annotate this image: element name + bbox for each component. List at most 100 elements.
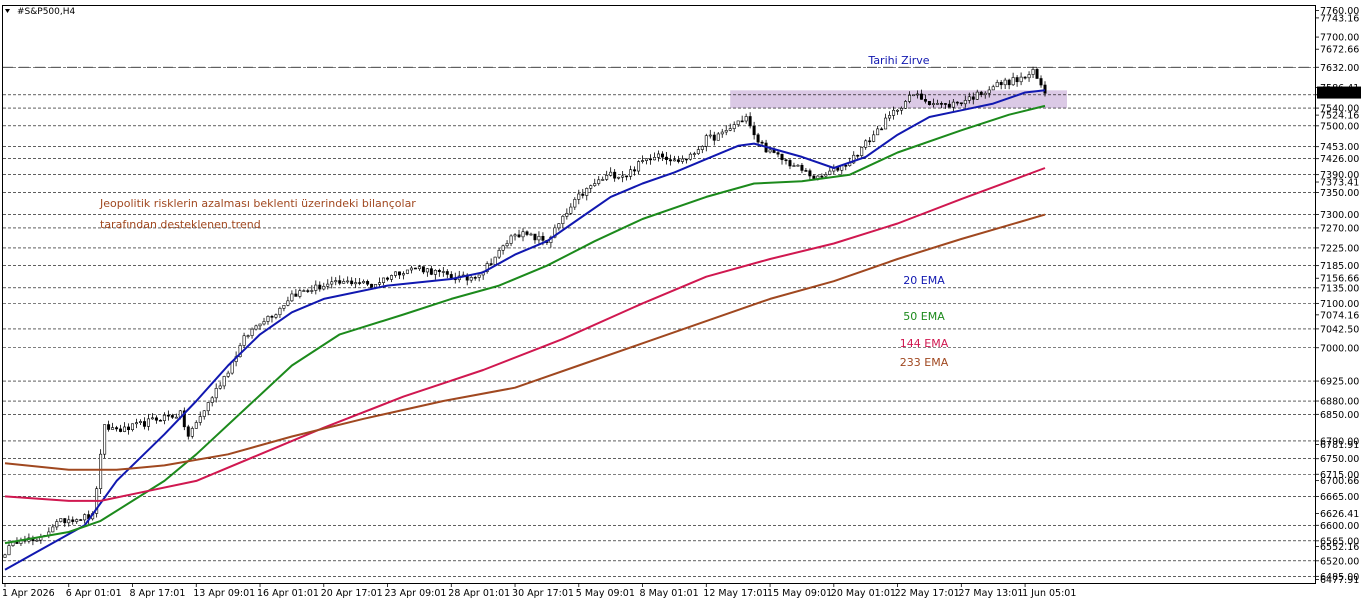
candle-body [601, 179, 605, 181]
candle-body [214, 388, 218, 399]
candle-body [154, 417, 158, 421]
support-zone [730, 90, 1067, 109]
candle-body [346, 280, 350, 283]
candle-body [983, 92, 987, 95]
y-tick-label: 7156.66 [1320, 274, 1359, 285]
series-line-ema20 [4, 89, 1046, 571]
candle-body [1019, 76, 1023, 83]
y-tick-label: 6790.00 [1320, 436, 1359, 447]
zone-layer [730, 90, 1067, 109]
candle-body [99, 453, 103, 489]
candle-body [931, 103, 935, 105]
candle-body [71, 519, 75, 522]
candle-body [728, 128, 732, 131]
y-tick-label: 6750.00 [1320, 454, 1359, 465]
candle-body [394, 271, 397, 276]
candle-body [111, 427, 115, 430]
candle-body [302, 290, 306, 292]
candle-body [246, 335, 250, 337]
candle-body [278, 307, 282, 316]
y-tick-label: 7672.66 [1320, 45, 1359, 56]
x-tick-label: 6 Apr 01:01 [66, 588, 122, 599]
candle-body [190, 428, 194, 437]
candle-body [107, 424, 111, 430]
candle-body [943, 103, 947, 105]
candle-body [939, 103, 943, 105]
candle-body [904, 101, 908, 109]
candle-body [477, 274, 481, 278]
candle-body [210, 397, 214, 403]
y-tick-label: 7524.16 [1320, 111, 1359, 122]
candle-body [409, 267, 413, 271]
x-tick-label: 30 Apr 17:01 [512, 588, 574, 599]
candle-body [405, 269, 409, 274]
x-tick-label: 16 Apr 01:01 [257, 588, 319, 599]
candle-body [569, 206, 573, 214]
y-tick-label: 6925.00 [1320, 377, 1359, 388]
x-tick-label: 12 May 17:01 [703, 588, 768, 599]
candle-body [51, 526, 55, 533]
y-tick-label: 7700.00 [1320, 33, 1359, 44]
candle-body [664, 156, 668, 160]
candle-body [298, 290, 302, 297]
candle-body [824, 174, 828, 177]
candle-body [449, 274, 453, 279]
x-tick-label: 1 Jun 05:01 [1022, 588, 1076, 599]
y-tick-label: 7300.00 [1320, 210, 1359, 221]
y-tick-label: 7760.00 [1320, 6, 1359, 17]
candle-body [390, 275, 394, 280]
candle-body [987, 89, 991, 94]
candle-body [700, 146, 704, 150]
candle-body [1043, 84, 1047, 94]
candle-body [577, 193, 581, 200]
candle-body [864, 140, 868, 148]
y-tick-label: 7225.00 [1320, 243, 1359, 254]
candle-body [75, 519, 79, 522]
candle-body [613, 171, 617, 179]
y-tick-label: 7373.41 [1320, 178, 1359, 189]
x-tick-label: 15 May 09:01 [767, 588, 832, 599]
candle-body [704, 135, 708, 147]
candle-body [194, 422, 198, 429]
candle-body [804, 170, 808, 172]
candle-body [736, 120, 740, 125]
candle-body [971, 96, 975, 100]
candle-body [860, 146, 864, 156]
candle-body [497, 249, 501, 258]
candle-body [517, 234, 521, 238]
candle-body [441, 271, 445, 273]
candle-body [892, 109, 896, 116]
candle-body [625, 175, 629, 178]
candle-body [935, 103, 939, 105]
y-tick-label: 7100.00 [1320, 299, 1359, 310]
candle-body [708, 134, 712, 137]
candle-body [645, 158, 649, 161]
candle-body [1007, 79, 1011, 86]
candle-body [884, 117, 888, 130]
candle-body [63, 518, 67, 524]
candle-body [947, 103, 951, 108]
candle-body [146, 418, 150, 427]
candle-body [748, 116, 752, 127]
candle-body [322, 286, 326, 290]
chevron-down-icon[interactable] [5, 9, 10, 13]
candle-body [1023, 76, 1027, 79]
candle-body [656, 153, 660, 158]
candle-body [676, 159, 680, 162]
candle-body [633, 169, 637, 172]
y-tick-label: 7540.00 [1320, 104, 1359, 115]
candle-body [919, 93, 923, 100]
candle-body [386, 277, 390, 280]
candle-body [401, 273, 405, 276]
candle-body [182, 410, 186, 428]
candle-body [641, 160, 645, 162]
candle-body [597, 179, 601, 184]
candle-body [744, 116, 748, 122]
candle-body [318, 284, 322, 290]
candles-layer [3, 66, 1047, 558]
candle-body [951, 101, 955, 108]
candle-body [533, 233, 537, 241]
candle-body [589, 185, 593, 189]
candle-body [872, 134, 876, 142]
